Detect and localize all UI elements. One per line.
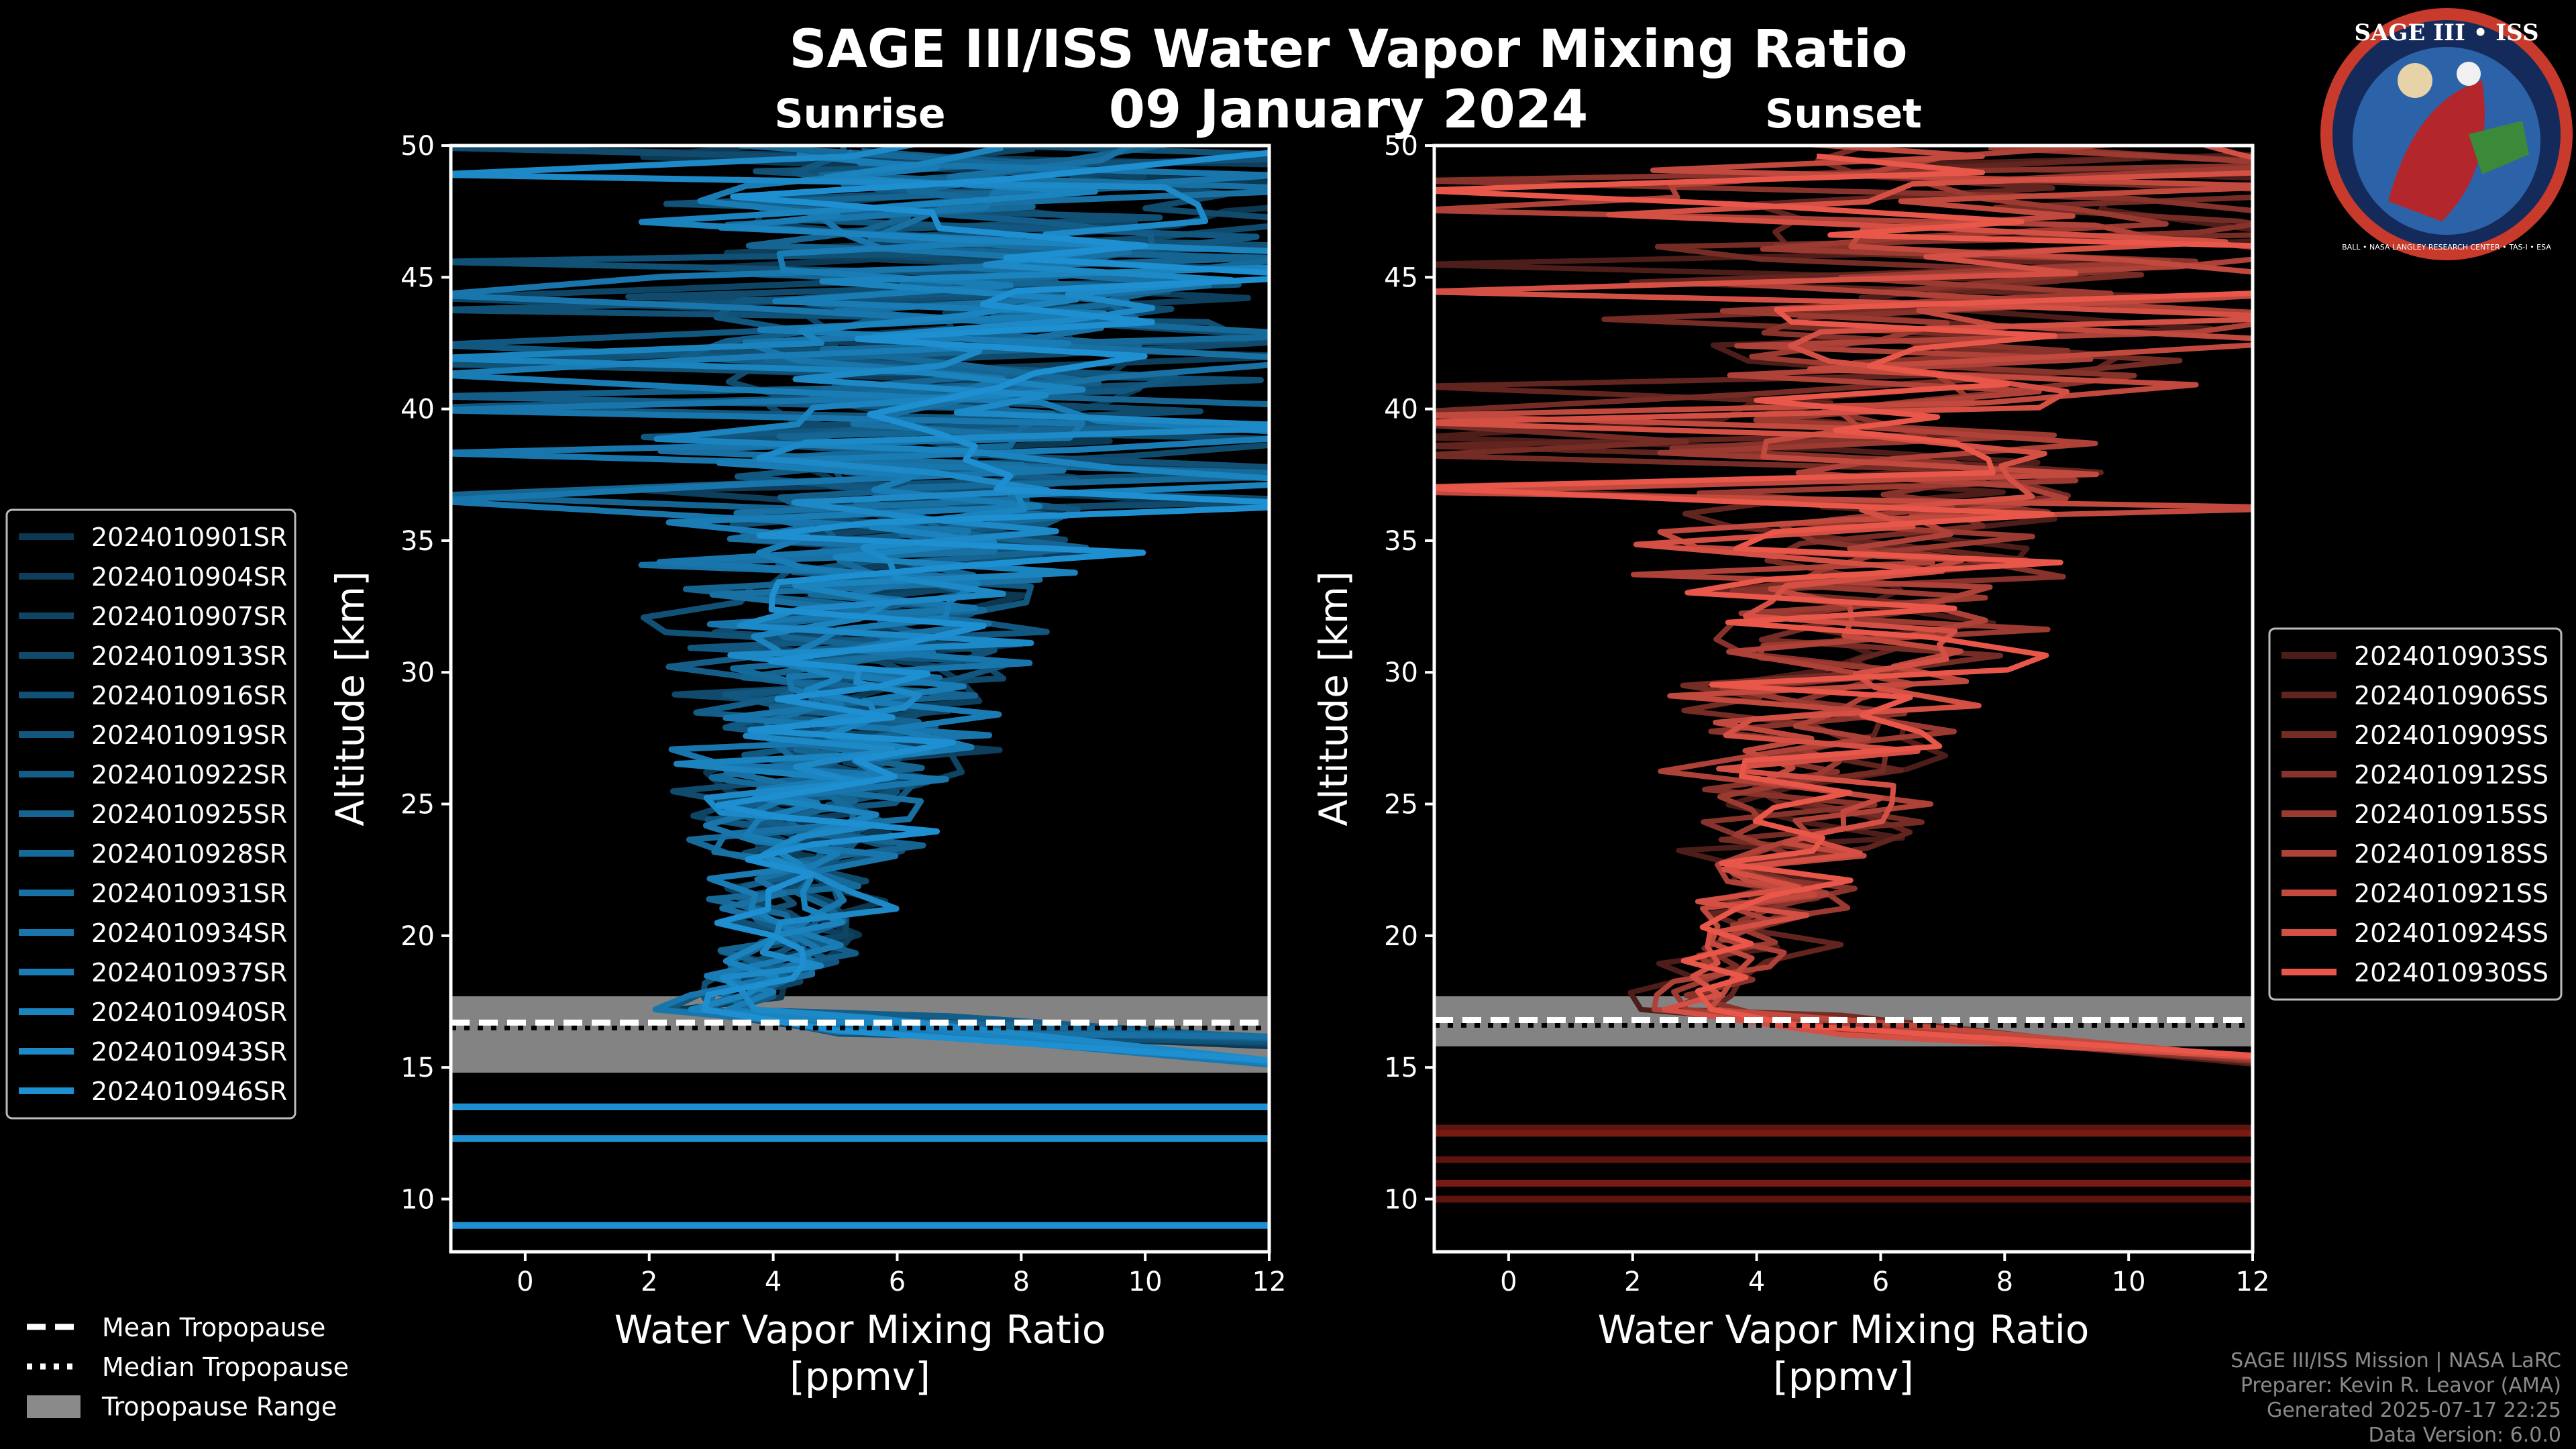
x-axis-label: Water Vapor Mixing Ratio [614, 1307, 1106, 1352]
x-axis-label: Water Vapor Mixing Ratio [1598, 1307, 2090, 1352]
legend-label-2024010915SS: 2024010915SS [2354, 800, 2548, 829]
y-tick-label: 10 [400, 1184, 435, 1215]
legend-label-2024010930SS: 2024010930SS [2354, 958, 2548, 987]
ss-axes-frame [1432, 144, 2255, 1254]
x-axis-unit-label: [ppmv] [790, 1354, 930, 1399]
y-tick-label: 20 [400, 921, 435, 952]
legend-label-2024010913SR: 2024010913SR [91, 641, 287, 671]
y-tick-label: 40 [400, 394, 435, 425]
logo-text: SAGE III • ISS [2354, 19, 2538, 46]
y-tick-label: 15 [1384, 1053, 1418, 1083]
legend-label-2024010906SS: 2024010906SS [2354, 681, 2548, 710]
series-line-2024010921SS [1434, 146, 2253, 1060]
y-tick-label: 45 [1384, 262, 1418, 293]
series-line-2024010940SR [451, 146, 1269, 1065]
x-tick-label: 2 [1624, 1267, 1641, 1297]
legend-label-2024010904SR: 2024010904SR [91, 562, 287, 592]
x-tick-label: 8 [1013, 1267, 1030, 1297]
legend-label-2024010907SR: 2024010907SR [91, 602, 287, 631]
median-tropopause-label: Median Tropopause [102, 1352, 349, 1382]
tropopause-range-swatch [27, 1395, 80, 1418]
sunrise-legend: 2024010901SR 2024010904SR 2024010907SR 2024… [5, 508, 297, 1120]
legend-label-2024010924SS: 2024010924SS [2354, 918, 2548, 948]
x-tick-label: 10 [1128, 1267, 1163, 1297]
legend-label-2024010909SS: 2024010909SS [2354, 720, 2548, 750]
y-tick-label: 40 [1384, 394, 1418, 425]
legend-label-2024010921SS: 2024010921SS [2354, 879, 2548, 908]
figure-date: 09 January 2024 [1109, 80, 1589, 140]
footer-mission: SAGE III/ISS Mission | NASA LaRC [2231, 1349, 2561, 1373]
legend-label-2024010943SR: 2024010943SR [91, 1037, 287, 1067]
x-axis-unit-label: [ppmv] [1773, 1354, 1914, 1399]
x-tick-label: 10 [2112, 1267, 2146, 1297]
y-tick-label: 25 [400, 790, 435, 820]
sr-axes-frame [449, 144, 1271, 1254]
legend-label-2024010901SR: 2024010901SR [91, 523, 287, 552]
footer-data-version: Data Version: 6.0.0 [2369, 1424, 2561, 1447]
x-tick-label: 6 [1872, 1267, 1889, 1297]
y-tick-label: 25 [1384, 790, 1418, 820]
legend-label-2024010946SR: 2024010946SR [91, 1077, 287, 1106]
legend-label-2024010916SR: 2024010916SR [91, 681, 287, 710]
x-tick-label: 12 [2236, 1267, 2270, 1297]
sr-plot-area [451, 146, 1269, 1252]
ss-plot-area [1434, 146, 2253, 1252]
y-tick-label: 30 [1384, 657, 1418, 688]
y-tick-label: 50 [1384, 131, 1418, 162]
y-tick-label: 35 [1384, 526, 1418, 557]
legend-label-2024010928SR: 2024010928SR [91, 839, 287, 869]
sunset-panel: 0 2 4 6 8 10 12 10 15 20 25 30 35 40 45 50 Water Vapor M… [1311, 131, 2270, 1399]
legend-box [5, 508, 297, 1120]
legend-label-2024010937SR: 2024010937SR [91, 958, 287, 987]
sunset-legend: 2024010903SS 2024010906SS 2024010909SS 2024… [2268, 627, 2563, 1001]
x-tick-label: 4 [765, 1267, 782, 1297]
y-tick-label: 30 [400, 657, 435, 688]
legend-label-2024010934SR: 2024010934SR [91, 918, 287, 948]
sunset-panel-title: Sunset [1765, 91, 1922, 138]
y-tick-label: 15 [400, 1053, 435, 1083]
x-tick-label: 0 [1500, 1267, 1517, 1297]
series-line-2024010924SS [1434, 146, 2253, 1060]
x-tick-label: 2 [641, 1267, 657, 1297]
sage-iss-logo: SAGE III • ISS BALL • NASA LANGLEY RESEA… [2320, 8, 2573, 260]
series-line-2024010930SS [1434, 153, 2253, 1059]
x-tick-label: 12 [1252, 1267, 1287, 1297]
y-tick-label: 35 [400, 526, 435, 557]
legend-label-2024010919SR: 2024010919SR [91, 720, 287, 750]
legend-label-2024010931SR: 2024010931SR [91, 879, 287, 908]
x-tick-label: 0 [517, 1267, 533, 1297]
legend-label-2024010903SS: 2024010903SS [2354, 641, 2548, 671]
y-axis-label: Altitude [km] [327, 571, 373, 826]
x-tick-label: 6 [889, 1267, 906, 1297]
legend-label-2024010940SR: 2024010940SR [91, 998, 287, 1027]
x-tick-label: 8 [1996, 1267, 2013, 1297]
y-tick-label: 20 [1384, 921, 1418, 952]
footer-generated: Generated 2025-07-17 22:25 [2267, 1399, 2561, 1422]
legend-box [2268, 627, 2563, 1001]
sunrise-panel: 0 2 4 6 8 10 12 10 15 20 25 30 35 40 45 50 Water Vapor M… [327, 131, 1287, 1399]
logo-ring-text: BALL • NASA LANGLEY RESEARCH CENTER • TA… [2342, 243, 2551, 252]
x-tick-label: 4 [1748, 1267, 1765, 1297]
legend-label-2024010912SS: 2024010912SS [2354, 760, 2548, 790]
sunrise-panel-title: Sunrise [774, 91, 945, 138]
tropopause-legend: Mean Tropopause Median Tropopause Tropop… [27, 1313, 349, 1421]
legend-label-2024010925SR: 2024010925SR [91, 800, 287, 829]
y-axis-label: Altitude [km] [1311, 571, 1356, 826]
tropopause-range-label: Tropopause Range [101, 1392, 337, 1421]
mean-tropopause-label: Mean Tropopause [102, 1313, 325, 1342]
footer-credits: SAGE III/ISS Mission | NASA LaRC Prepare… [2231, 1349, 2561, 1447]
legend-label-2024010922SR: 2024010922SR [91, 760, 287, 790]
y-tick-label: 50 [400, 131, 435, 162]
series-line-2024010943SR [451, 146, 1269, 1064]
series-line-2024010937SR [451, 152, 1269, 1067]
y-tick-label: 10 [1384, 1184, 1418, 1215]
figure-title: SAGE III/ISS Water Vapor Mixing Ratio [789, 19, 1907, 80]
footer-preparer: Preparer: Kevin R. Leavor (AMA) [2241, 1374, 2561, 1397]
series-line-2024010946SR [701, 150, 1269, 1064]
y-tick-label: 45 [400, 262, 435, 293]
legend-label-2024010918SS: 2024010918SS [2354, 839, 2548, 869]
